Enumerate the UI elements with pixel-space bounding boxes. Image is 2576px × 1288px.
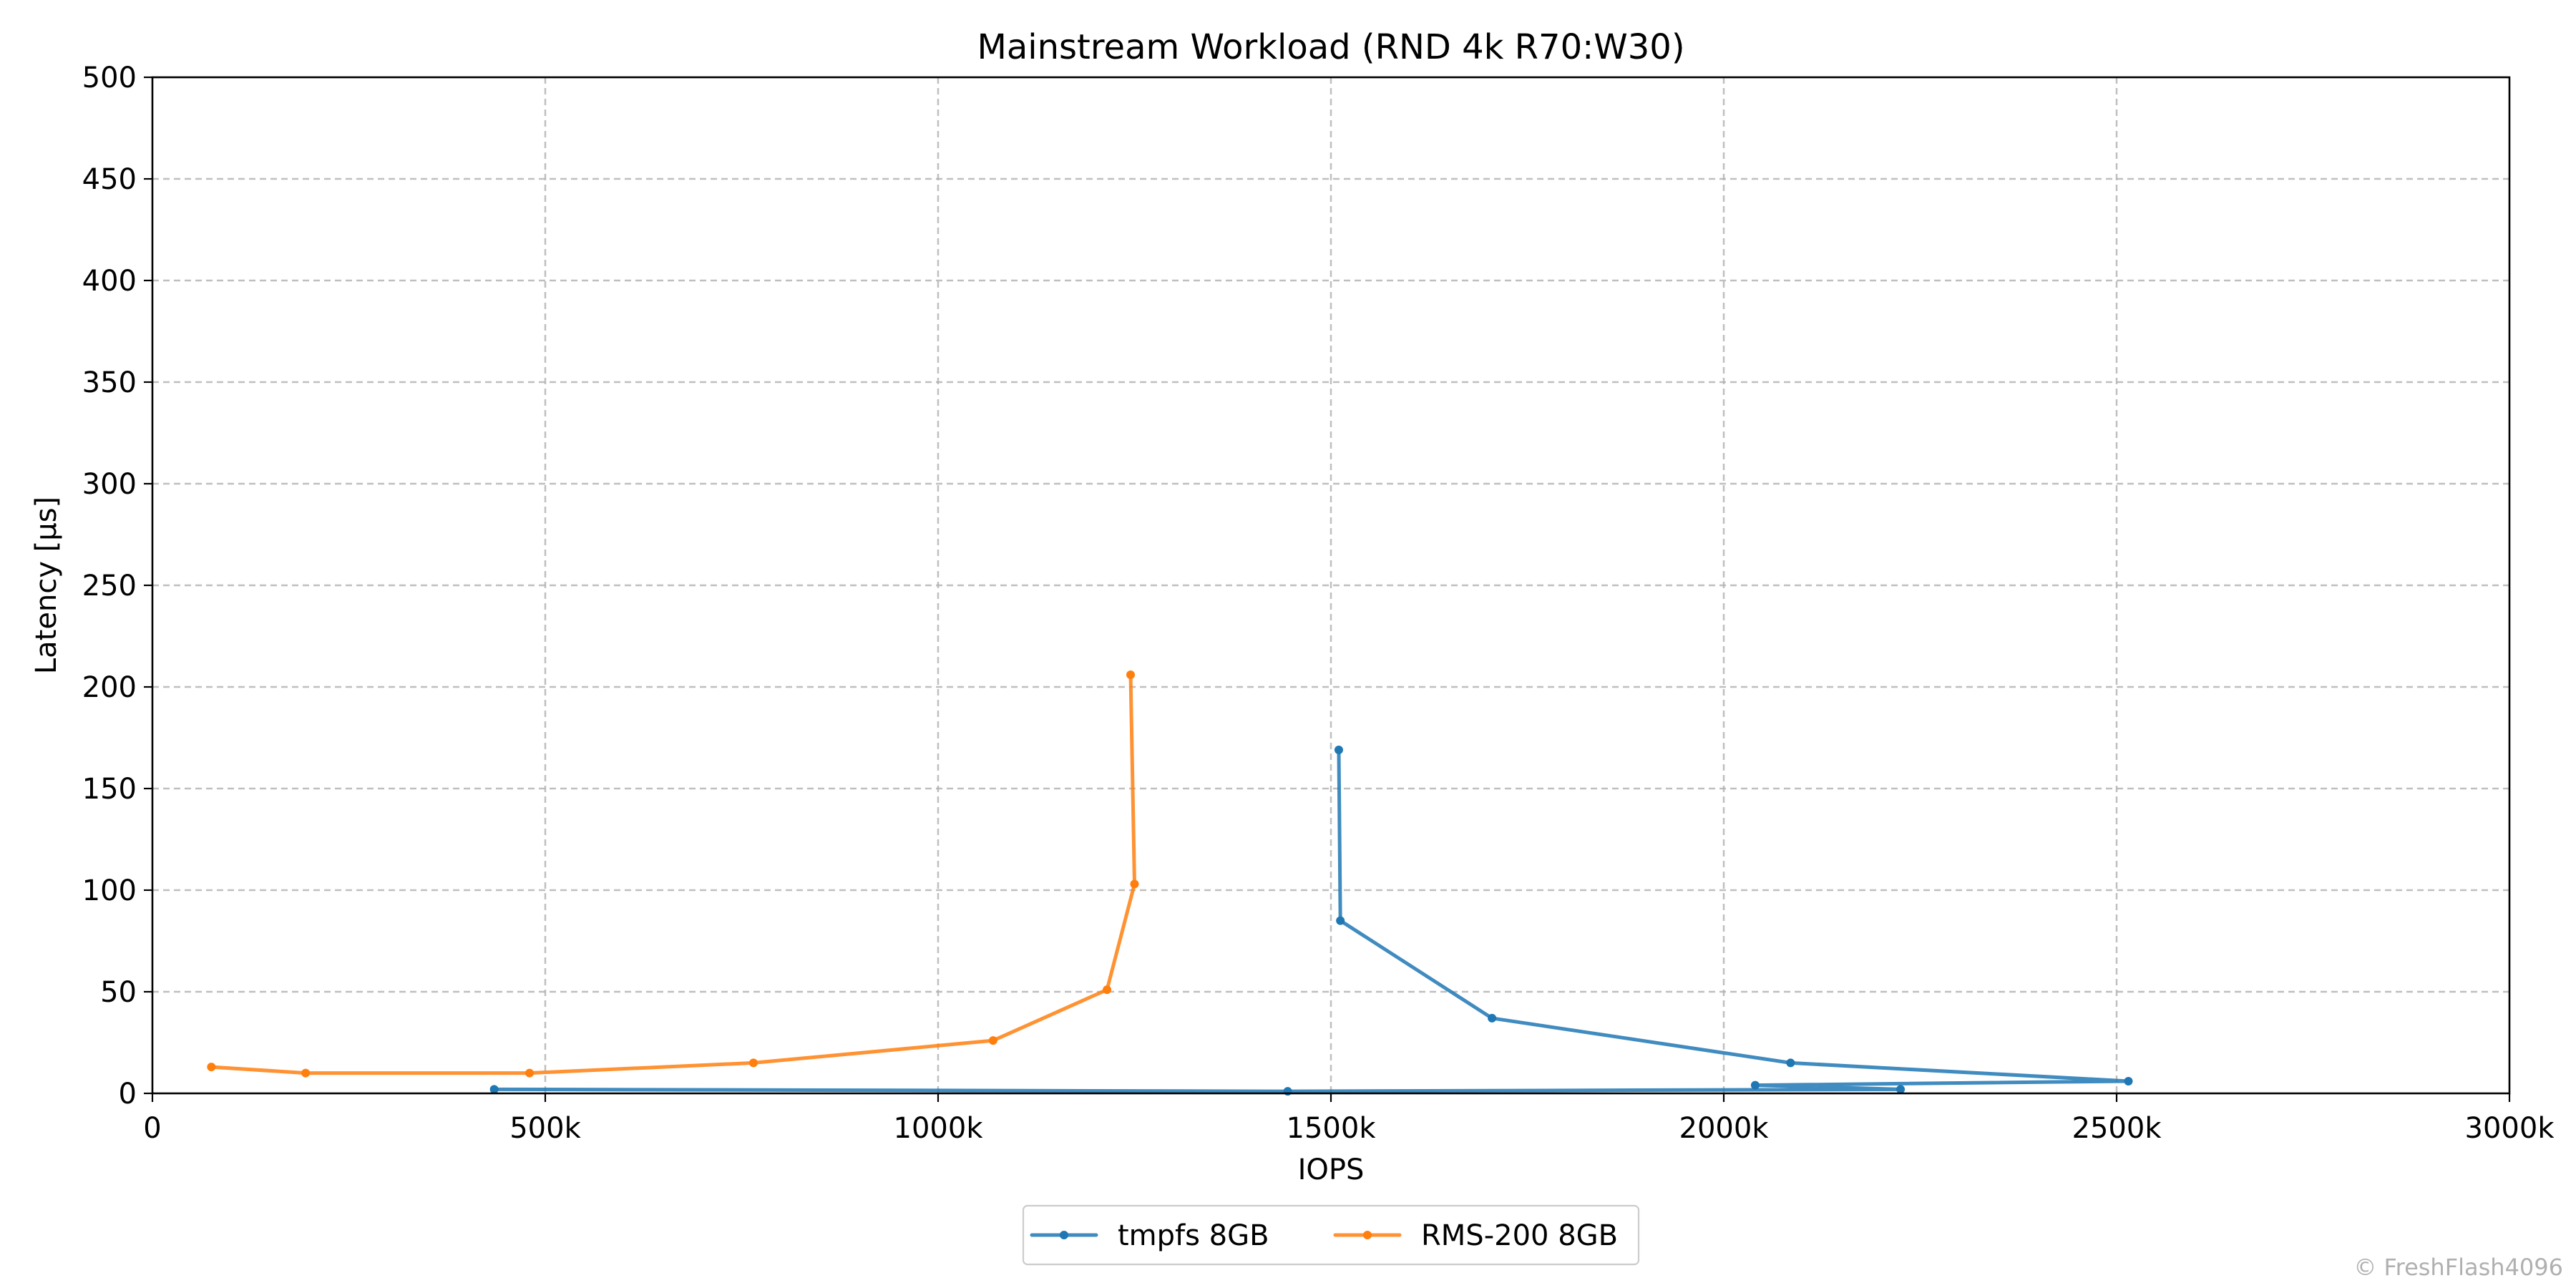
y-tick-label: 350: [82, 366, 137, 399]
y-tick-label: 400: [82, 265, 137, 298]
x-tick-label: 2000k: [1679, 1112, 1770, 1145]
chart-title: Mainstream Workload (RND 4k R70:W30): [977, 27, 1684, 67]
data-point: [489, 1085, 499, 1094]
x-tick-label: 0: [143, 1112, 161, 1145]
data-point: [1336, 916, 1345, 925]
data-point: [1103, 985, 1112, 995]
legend-label-tmpfs: tmpfs 8GB: [1118, 1219, 1269, 1252]
data-point: [525, 1068, 535, 1078]
x-axis-label: IOPS: [1298, 1153, 1365, 1186]
series-line: [492, 748, 2130, 1093]
grid: [152, 77, 2509, 1093]
data-point: [1126, 670, 1136, 679]
x-tick-label: 3000k: [2465, 1112, 2555, 1145]
y-axis-label: Latency [µs]: [30, 497, 63, 674]
data-point: [2124, 1076, 2133, 1085]
data-point: [301, 1068, 311, 1078]
data-point: [1750, 1080, 1760, 1090]
x-tick-label: 2500k: [2072, 1112, 2162, 1145]
legend-marker-rms200: [1363, 1231, 1372, 1239]
data-point: [1896, 1085, 1906, 1094]
plot-series: [207, 670, 2133, 1096]
y-tick-label: 500: [82, 62, 137, 94]
axis-ticks: 0 500k 1000k 1500k 2000k 2500k 3000k 0 50 100 150 2…: [82, 62, 2555, 1145]
x-tick-label: 1500k: [1287, 1112, 1377, 1145]
x-tick-label: 1000k: [894, 1112, 984, 1145]
data-point: [1488, 1013, 1497, 1023]
data-point: [207, 1063, 216, 1072]
legend: tmpfs 8GB RMS-200 8GB: [1022, 1204, 1640, 1266]
data-point: [748, 1058, 758, 1068]
data-point: [988, 1036, 997, 1045]
y-tick-label: 100: [82, 874, 137, 907]
y-tick-label: 450: [82, 163, 137, 196]
data-point: [1283, 1087, 1292, 1096]
y-tick-label: 150: [82, 773, 137, 806]
y-tick-label: 300: [82, 468, 137, 501]
y-tick-label: 200: [82, 671, 137, 704]
series-rms200: [207, 670, 1139, 1078]
y-tick-label: 0: [119, 1078, 137, 1111]
watermark: © FreshFlash4096: [2353, 1254, 2563, 1281]
y-tick-label: 250: [82, 570, 137, 602]
legend-box: [1022, 1204, 1640, 1266]
x-tick-label: 500k: [509, 1112, 581, 1145]
data-point: [1130, 879, 1139, 889]
legend-label-rms200: RMS-200 8GB: [1421, 1219, 1618, 1252]
series-line: [209, 673, 1136, 1075]
data-point: [1786, 1058, 1795, 1068]
legend-marker-tmpfs: [1060, 1231, 1068, 1239]
series-tmpfs: [489, 746, 2133, 1096]
data-point: [1334, 746, 1343, 755]
y-tick-label: 50: [100, 976, 137, 1009]
